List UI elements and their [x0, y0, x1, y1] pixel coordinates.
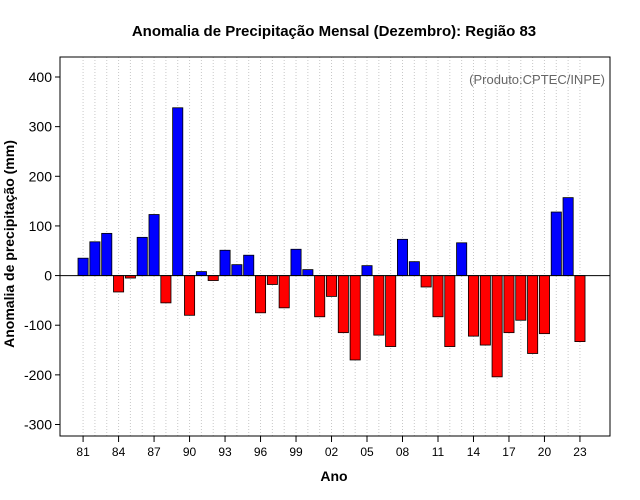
- bar-2005: [361, 265, 373, 276]
- x-tick-label: 96: [254, 445, 268, 459]
- y-tick-label: 400: [29, 69, 53, 85]
- bar-1998: [278, 275, 290, 309]
- y-tick-label: 200: [29, 168, 53, 184]
- bar-1994: [231, 264, 243, 276]
- bar-1992: [207, 275, 219, 281]
- bar-2010: [420, 275, 432, 288]
- x-tick-label: 20: [538, 445, 552, 459]
- bar-2022: [562, 197, 574, 276]
- bar-1990: [184, 275, 196, 316]
- bar-2023: [574, 275, 586, 342]
- bar-2018: [515, 275, 527, 321]
- bar-1988: [160, 275, 172, 304]
- bar-2016: [491, 275, 503, 378]
- x-tick-label: 99: [289, 445, 303, 459]
- x-tick-label: 93: [218, 445, 232, 459]
- bar-2013: [456, 242, 468, 276]
- plot-frame: [59, 56, 611, 437]
- bar-2017: [503, 275, 515, 334]
- y-tick-label: -100: [24, 317, 52, 333]
- bars: [77, 107, 586, 378]
- chart-title: Anomalia de Precipitação Mensal (Dezembr…: [132, 23, 536, 40]
- x-tick-label: 02: [325, 445, 339, 459]
- bar-2007: [385, 275, 397, 347]
- y-tick-label: -200: [24, 367, 52, 383]
- x-axis-label: Ano: [320, 468, 347, 484]
- x-tick-label: 87: [147, 445, 161, 459]
- bar-1991: [195, 271, 207, 276]
- bar-2003: [337, 275, 349, 334]
- bar-2011: [432, 275, 444, 318]
- y-tick-label: 100: [29, 218, 53, 234]
- bar-2019: [527, 275, 539, 354]
- bar-1981: [77, 257, 89, 276]
- bar-2014: [467, 275, 479, 337]
- bar-1986: [136, 236, 148, 276]
- bar-2012: [444, 275, 456, 347]
- y-tick-label: -300: [24, 417, 52, 433]
- bar-2021: [550, 211, 562, 276]
- grid: [82, 57, 581, 436]
- y-tick-label: 300: [29, 119, 53, 135]
- bar-2020: [538, 275, 550, 335]
- x-tick-label: 14: [467, 445, 481, 459]
- bar-1984: [113, 275, 125, 293]
- bar-2008: [397, 238, 408, 276]
- x-tick-label: 17: [502, 445, 516, 459]
- bar-1997: [266, 275, 278, 285]
- bar-1987: [148, 214, 160, 276]
- bar-1993: [219, 249, 231, 276]
- bar-1999: [290, 248, 302, 276]
- bar-2002: [326, 275, 338, 297]
- bar-2000: [302, 269, 314, 276]
- x-tick-label: 08: [396, 445, 410, 459]
- bar-1989: [172, 107, 184, 276]
- x-tick-label: 05: [360, 445, 374, 459]
- bar-2015: [479, 275, 491, 346]
- bar-2004: [349, 275, 361, 361]
- bar-1982: [89, 241, 101, 276]
- bar-1995: [243, 254, 255, 276]
- x-tick-label: 81: [76, 445, 90, 459]
- y-axis: -300 -200 -100 0 100 200 300 400: [24, 69, 60, 433]
- bar-1983: [101, 232, 113, 276]
- bar-2001: [314, 275, 326, 318]
- bar-2009: [408, 261, 420, 276]
- product-annotation: (Produto:CPTEC/INPE): [469, 72, 605, 87]
- x-tick-label: 90: [183, 445, 197, 459]
- x-tick-label: 23: [573, 445, 587, 459]
- bar-1996: [255, 275, 267, 314]
- x-tick-label: 84: [112, 445, 126, 459]
- y-axis-label: Anomalia de precipitação (mm): [1, 140, 17, 348]
- x-tick-label: 11: [432, 445, 445, 459]
- bar-2006: [373, 275, 385, 336]
- x-axis: 81 84 87 90 93 96 99 02 05 08 11 14 17 20 23: [76, 436, 587, 459]
- y-tick-label: 0: [44, 268, 52, 284]
